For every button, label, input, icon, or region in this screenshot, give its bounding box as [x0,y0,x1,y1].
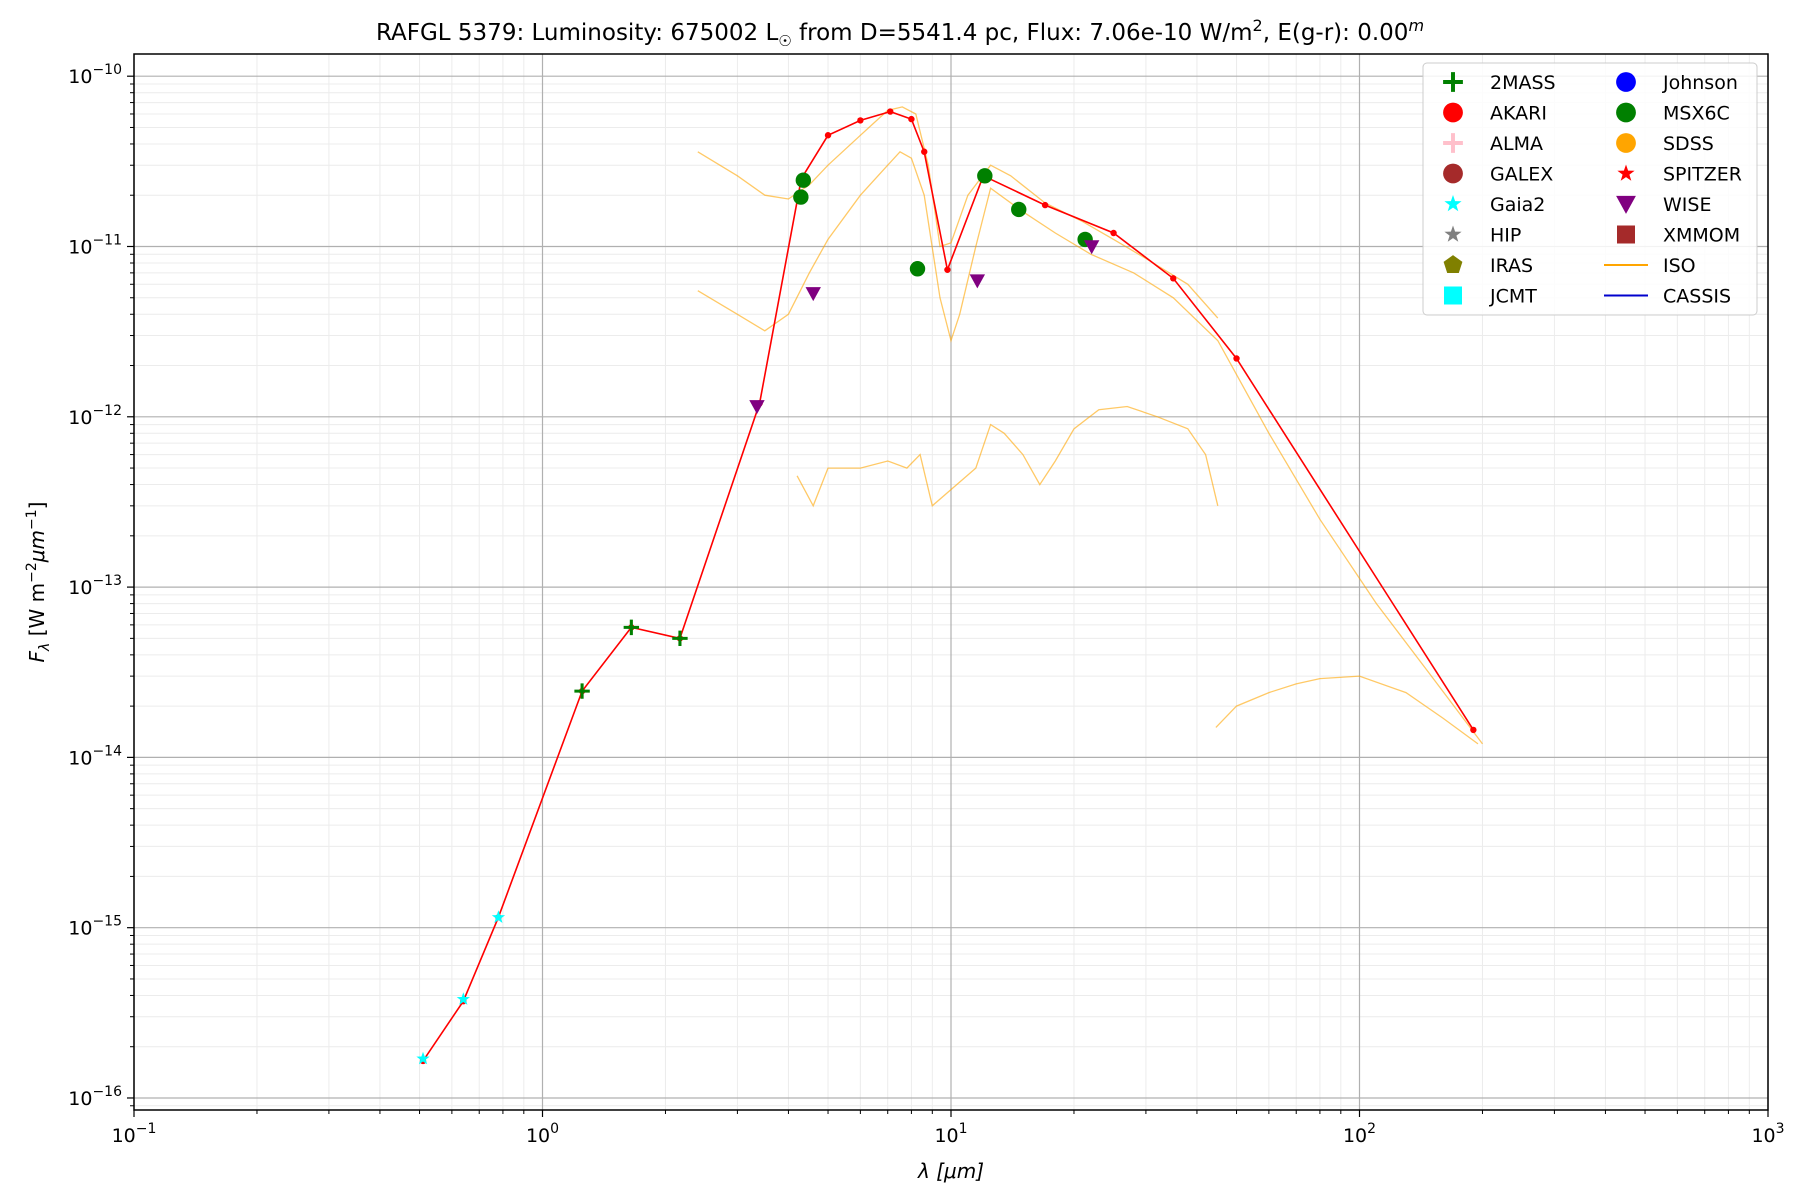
legend-xmmom-label: XMMOM [1663,225,1740,247]
x-axis-ticks: 10−1 100 101 102 103 [112,1110,1785,1147]
legend-iras-marker [1443,255,1463,273]
model-point [908,115,915,123]
legend-cassis-label: CASSIS [1663,286,1731,308]
2mass-point [574,683,590,699]
wise-point [969,274,986,289]
model-point [857,117,864,124]
y-tick-label: 10−16 [68,1084,122,1110]
iso-spectrum-line [796,405,1219,508]
model-point [1233,355,1240,362]
legend-spitzer-label: SPITZER [1663,164,1742,186]
model-point [1110,229,1117,237]
legend-sdss-marker [1616,133,1636,153]
msx6c-point [1011,201,1027,218]
x-tick-label: 101 [934,1121,967,1147]
iso-spectrum-line [697,150,1484,745]
iso-spectrum-line [1215,675,1479,745]
model-sed-line [422,110,1475,1062]
y-axis-label: Fλ [W m−2μm−1] [24,502,53,663]
legend-jcmt-label: JCMT [1489,286,1537,308]
y-tick-label: 10−13 [68,573,122,599]
legend-iso-label: ISO [1663,255,1696,277]
legend-galex-marker [1443,163,1463,184]
legend-wise-marker [1616,195,1636,214]
gaia2-point [456,992,470,1005]
x-tick-label: 100 [526,1121,559,1147]
legend-alma-label: ALMA [1490,133,1543,155]
msx6c-point [793,189,809,205]
legend-gaia2-marker [1444,195,1462,212]
legend-galex-label: GALEX [1490,164,1553,186]
legend-gaia2-label: Gaia2 [1490,194,1545,216]
wise-point [749,400,765,415]
legend-johnson-marker [1616,72,1636,92]
legend-xmmom-marker [1617,225,1635,244]
legend-iras-label: IRAS [1490,255,1533,277]
msx6c-point [909,261,926,277]
legend-akari-label: AKARI [1490,103,1547,125]
gaia2-point [491,910,506,923]
model-point [1170,275,1177,282]
y-tick-label: 10−11 [68,232,122,258]
model-point [944,266,951,273]
y-axis-ticks: 10−16 10−15 10−14 10−13 10−12 10−11 10−10 [68,62,134,1110]
model-point [921,148,928,155]
legend-spitzer-marker [1617,164,1635,181]
x-tick-label: 103 [1751,1121,1784,1147]
msx6c-point [977,168,993,184]
x-axis-label: λ [μm] [917,1159,984,1183]
legend-alma-marker [1443,133,1463,153]
y-tick-label: 10−10 [68,62,122,88]
legend-2mass-label: 2MASS [1490,72,1556,94]
model-point [887,108,894,115]
y-tick-label: 10−15 [68,914,122,940]
model-point [1470,726,1477,734]
model-point [1041,201,1049,209]
legend-box [1422,62,1758,316]
legend: 2MASS AKARI ALMA GALEX Gaia2 HIP IRAS JCMT Johns… [1422,62,1758,316]
model-point [824,132,832,139]
x-tick-label: 102 [1343,1121,1376,1147]
legend-sdss-label: SDSS [1663,133,1714,155]
legend-jcmt-marker [1444,286,1462,305]
2mass-point [623,619,640,636]
x-tick-label: 10−1 [112,1121,157,1147]
legend-2mass-marker [1443,72,1463,92]
legend-hip-marker [1444,225,1462,242]
gaia2-point [416,1051,430,1065]
chart-title: RAFGL 5379: Luminosity: 675002 L☉ from D… [376,16,1424,50]
photometry-points [416,168,1100,1065]
legend-johnson-label: Johnson [1662,72,1738,94]
legend-hip-label: HIP [1490,225,1521,247]
wise-point [805,287,821,302]
y-tick-label: 10−14 [68,743,122,769]
legend-msx6c-label: MSX6C [1663,103,1730,125]
2mass-point [672,630,688,647]
wise-point [1083,240,1100,255]
legend-msx6c-marker [1616,102,1636,123]
legend-akari-marker [1443,102,1463,123]
y-tick-label: 10−12 [68,403,122,429]
legend-wise-label: WISE [1663,194,1711,216]
msx6c-point [795,172,812,188]
